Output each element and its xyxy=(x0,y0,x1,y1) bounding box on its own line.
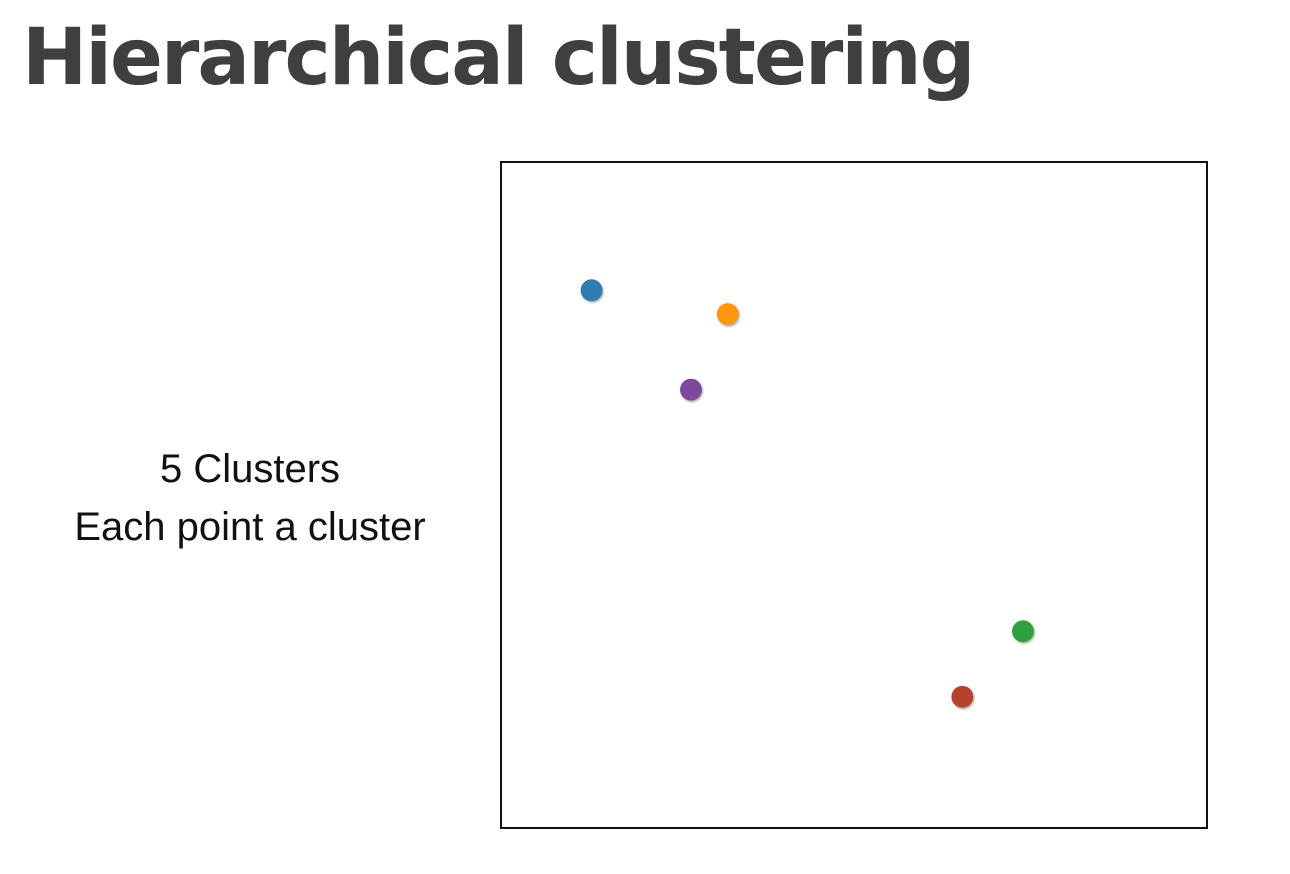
points-layer xyxy=(580,279,1034,708)
cluster-description-label: Each point a cluster xyxy=(74,505,426,549)
cluster-count-label: 5 Clusters xyxy=(159,447,341,491)
point-blue xyxy=(580,279,603,302)
point-orange xyxy=(716,303,739,326)
point-red xyxy=(951,685,974,708)
cluster-caption: 5 Clusters Each point a cluster xyxy=(30,440,470,556)
point-green xyxy=(1012,620,1034,643)
page-title: Hierarchical clustering xyxy=(22,13,975,103)
scatter-plot-frame xyxy=(500,161,1208,829)
scatter-plot xyxy=(580,279,1034,708)
point-purple xyxy=(680,378,702,401)
